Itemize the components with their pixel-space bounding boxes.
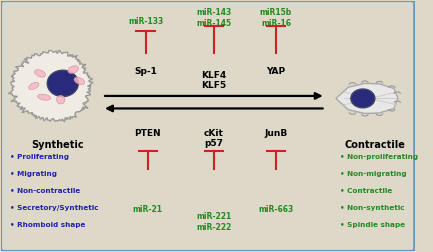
Ellipse shape	[29, 82, 39, 89]
Text: • Non-migrating: • Non-migrating	[340, 171, 407, 177]
Text: • Proliferating: • Proliferating	[10, 153, 69, 160]
Text: • Secretory/Synthetic: • Secretory/Synthetic	[10, 205, 98, 211]
Text: miR-663: miR-663	[259, 205, 294, 214]
Ellipse shape	[74, 77, 85, 85]
Text: miR15b
miR-16: miR15b miR-16	[260, 8, 292, 28]
Text: YAP: YAP	[266, 67, 285, 76]
Text: JunB: JunB	[264, 129, 288, 138]
Ellipse shape	[47, 70, 78, 97]
Text: • Spindle shape: • Spindle shape	[340, 222, 405, 228]
Text: • Non-synthetic: • Non-synthetic	[340, 205, 404, 211]
Ellipse shape	[68, 66, 78, 74]
Text: • Contractile: • Contractile	[340, 188, 392, 194]
Text: miR-21: miR-21	[132, 205, 163, 214]
Text: PTEN: PTEN	[134, 129, 161, 138]
Text: miR-221
miR-222: miR-221 miR-222	[196, 212, 232, 232]
FancyBboxPatch shape	[1, 1, 414, 251]
Ellipse shape	[351, 89, 375, 108]
Text: • Rhomboid shape: • Rhomboid shape	[10, 222, 85, 228]
Ellipse shape	[57, 96, 65, 104]
Text: • Migrating: • Migrating	[10, 171, 57, 177]
Text: Synthetic: Synthetic	[32, 140, 84, 150]
Text: miR-143
miR-145: miR-143 miR-145	[196, 8, 232, 28]
Text: Sp-1: Sp-1	[134, 67, 157, 76]
Text: • Non-proliferating: • Non-proliferating	[340, 153, 418, 160]
Polygon shape	[9, 50, 93, 122]
Text: Contractile: Contractile	[344, 140, 405, 150]
Polygon shape	[336, 83, 398, 113]
Ellipse shape	[38, 94, 51, 100]
Ellipse shape	[35, 70, 45, 77]
Text: cKit
p57: cKit p57	[204, 129, 224, 148]
Text: KLF4
KLF5: KLF4 KLF5	[201, 71, 226, 90]
Text: • Non-contractile: • Non-contractile	[10, 188, 80, 194]
Text: miR-133: miR-133	[128, 17, 163, 26]
